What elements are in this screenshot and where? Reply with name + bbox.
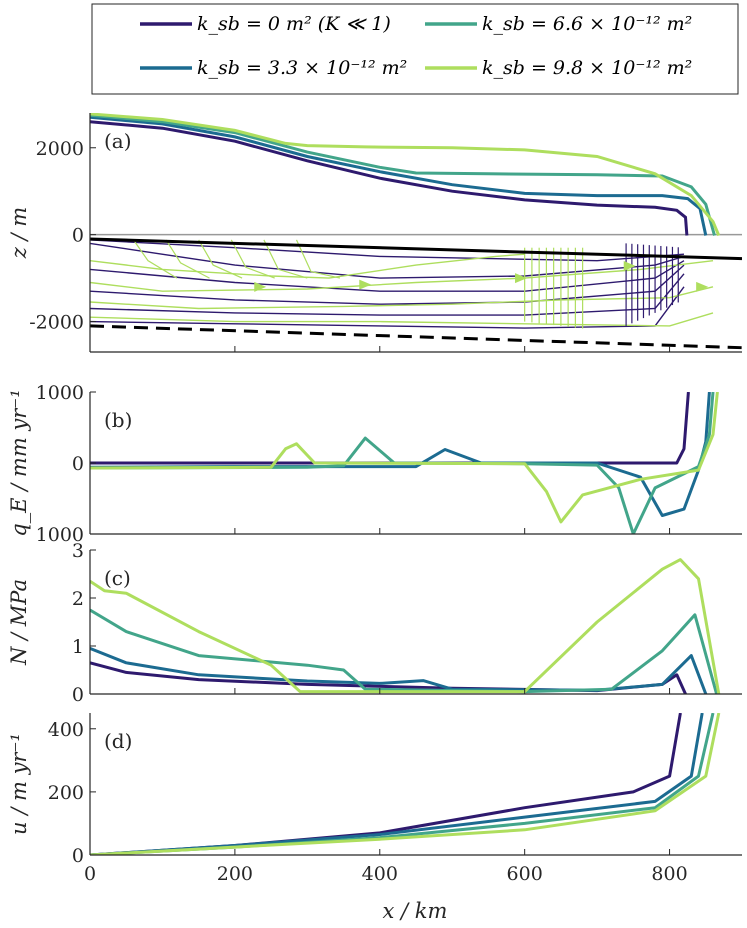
streamline-k98 (90, 286, 714, 310)
y-tick-label: 1 (72, 636, 84, 658)
series-d-k66 (90, 713, 715, 855)
series-d-k98 (90, 713, 721, 855)
series-b-k0 (90, 392, 690, 465)
x-axis: x / km 0 200 400 600 800 (84, 863, 688, 923)
y-tick-label: 200 (48, 782, 84, 804)
y-tick-label: 0 (72, 684, 84, 706)
streamline-k98-diag (133, 239, 178, 279)
y-tick-label: -2000 (29, 312, 84, 334)
streamline-k98-diag (230, 239, 275, 279)
panel-a-y-label: z / m (7, 207, 31, 259)
x-tick-label: 800 (651, 863, 687, 885)
y-tick-label: 3 (72, 540, 84, 562)
streamline-k98-diag (263, 239, 308, 279)
y-tick-label: 0 (72, 845, 84, 867)
y-tick-label: 1000 (36, 382, 84, 404)
panel-c-series (90, 558, 721, 694)
legend: k_sb = 0 m² (K ≪ 1) k_sb = 6.6 × 10⁻¹² m… (91, 3, 739, 95)
streamline-k98-diag (295, 239, 341, 279)
panel-a-series (90, 113, 742, 350)
panel-a: 2000 0 -2000 (a) z / m (7, 113, 742, 353)
series-c-k33 (90, 647, 708, 694)
streamline-k98 (90, 260, 714, 292)
panel-a-tag: (a) (104, 129, 132, 153)
flow-arrow (696, 281, 709, 292)
surface-k98 (90, 113, 721, 237)
panel-b: 1000 0 1000 (b) q_E / mm yr⁻¹ (7, 382, 742, 546)
streamline-k98-diag (165, 239, 210, 279)
y-tick-label: 0 (72, 225, 84, 247)
panel-d-series (90, 713, 721, 855)
flow-arrow (515, 273, 528, 284)
y-tick-label: 0 (72, 453, 84, 475)
x-tick-label: 200 (217, 863, 253, 885)
streamline-k0 (90, 260, 685, 292)
surface-k66 (90, 113, 716, 236)
legend-label-k66: k_sb = 6.6 × 10⁻¹² m² (482, 13, 692, 35)
x-tick-label: 400 (362, 863, 398, 885)
y-tick-label: 400 (48, 719, 84, 741)
bed-line (90, 237, 742, 261)
surface-k0 (90, 120, 689, 236)
panel-d-y-label: u / m yr⁻¹ (7, 733, 31, 835)
series-b-k33 (90, 392, 711, 517)
y-tick-label: 2 (72, 588, 84, 610)
panel-b-y-label: q_E / mm yr⁻¹ (7, 389, 31, 537)
series-c-k98 (90, 558, 721, 694)
x-tick-label: 600 (507, 863, 543, 885)
flow-arrow (254, 281, 267, 292)
flow-arrow (623, 260, 636, 271)
streamline-k0 (90, 286, 685, 329)
streamline-k98-diag (198, 239, 243, 279)
panel-b-tag: (b) (104, 408, 132, 432)
panel-d-tag: (d) (104, 729, 132, 753)
till-base-line (90, 324, 742, 350)
y-tick-label: 2000 (36, 138, 84, 160)
x-tick-label: 0 (84, 863, 96, 885)
panel-c: 3 2 1 0 (c) N / MPa (7, 540, 742, 706)
streamline-k0 (90, 264, 685, 305)
legend-label-k98: k_sb = 9.8 × 10⁻¹² m² (482, 57, 692, 79)
panel-b-series (90, 392, 719, 534)
flow-arrow (359, 279, 372, 290)
legend-box (91, 3, 739, 95)
legend-label-k33: k_sb = 3.3 × 10⁻¹² m² (197, 57, 407, 79)
panel-d: 400 200 0 (d) u / m yr⁻¹ (7, 713, 742, 867)
surface-k33 (90, 115, 708, 236)
series-d-k33 (90, 713, 704, 855)
legend-label-k0: k_sb = 0 m² (K ≪ 1) (197, 13, 391, 35)
streamline-k0 (90, 273, 685, 316)
y-tick-label: 1000 (36, 524, 84, 546)
panel-c-tag: (c) (104, 566, 131, 590)
x-axis-label: x / km (383, 899, 448, 923)
panel-c-y-label: N / MPa (7, 579, 31, 666)
streamline-k98 (90, 312, 714, 327)
series-c-k66 (90, 608, 719, 694)
series-b-k98 (90, 392, 719, 524)
